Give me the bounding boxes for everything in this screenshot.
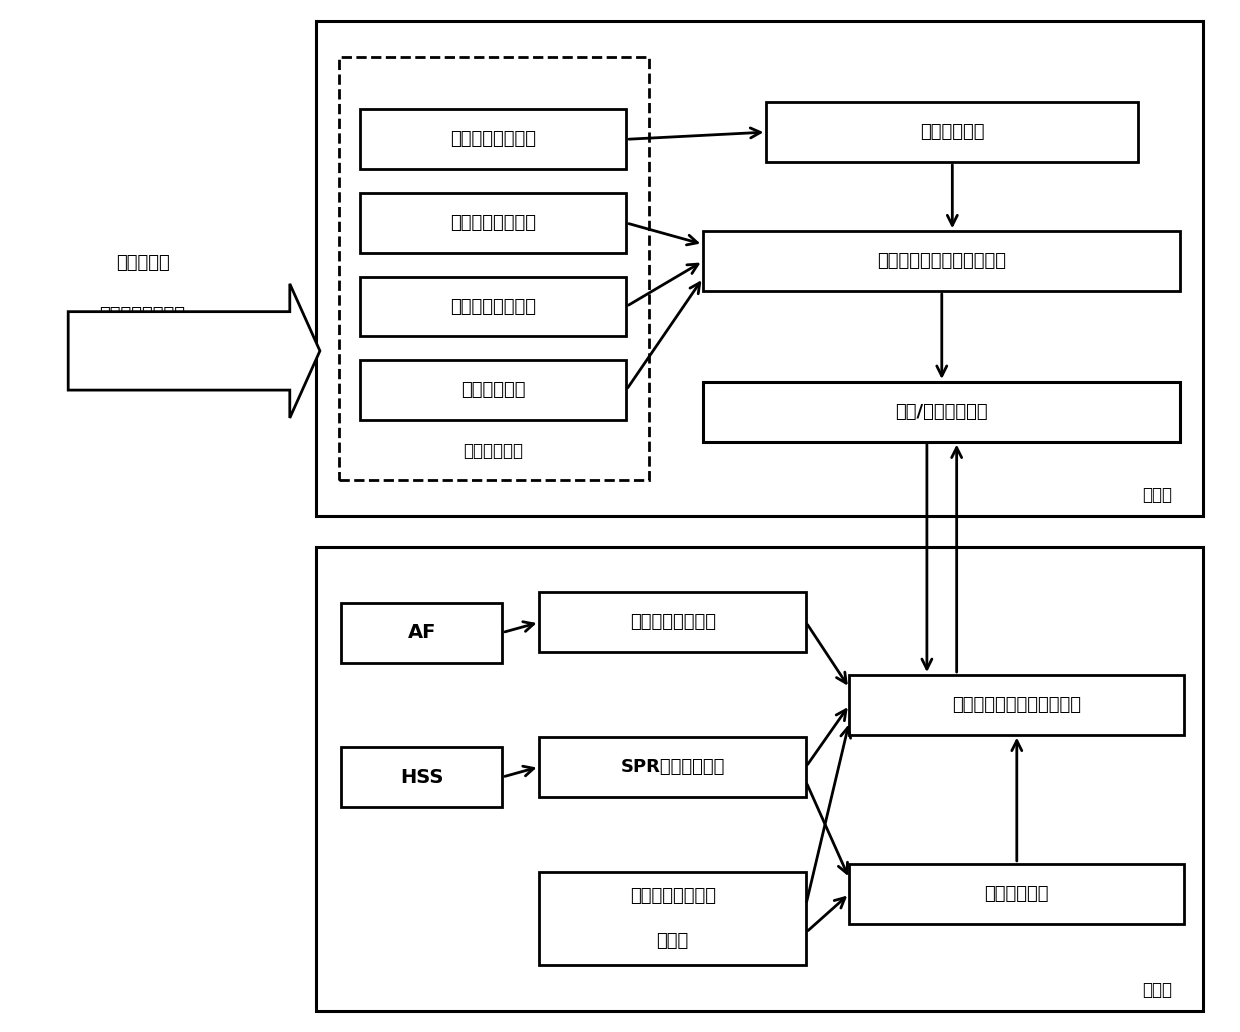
Bar	[539, 737, 806, 797]
Bar	[849, 864, 1184, 924]
Text: 业务类型分析模块: 业务类型分析模块	[450, 297, 536, 316]
Text: 业务详细参数模块: 业务详细参数模块	[630, 613, 715, 632]
Polygon shape	[68, 284, 320, 418]
Bar	[341, 603, 502, 663]
Bar	[360, 277, 626, 336]
Text: 网络选择判决模块（二级）: 网络选择判决模块（二级）	[952, 696, 1081, 714]
Bar	[539, 592, 806, 652]
Bar	[703, 231, 1180, 291]
Bar	[360, 109, 626, 169]
Text: 业务流到达: 业务流到达	[115, 254, 170, 272]
Text: 候选网络列表: 候选网络列表	[985, 884, 1049, 903]
Text: 终端卉: 终端卉	[1142, 486, 1172, 504]
Bar	[360, 360, 626, 420]
Bar	[316, 21, 1203, 516]
Text: 终端状态信息模块: 终端状态信息模块	[450, 214, 536, 232]
Text: 网络资源和状态管: 网络资源和状态管	[630, 886, 715, 905]
Bar	[339, 57, 649, 480]
Bar	[703, 382, 1180, 442]
Bar	[539, 872, 806, 965]
Text: HSS: HSS	[401, 768, 443, 786]
Text: 用户偏好模块: 用户偏好模块	[460, 381, 526, 399]
Bar	[316, 547, 1203, 1011]
Text: 接入/切换执行模块: 接入/切换执行模块	[895, 402, 988, 421]
Bar	[766, 102, 1138, 162]
Text: 候选网络列表: 候选网络列表	[920, 123, 985, 141]
Text: 理模块: 理模块	[656, 932, 689, 950]
Text: SPR用户信息模块: SPR用户信息模块	[620, 757, 725, 776]
Text: AF: AF	[408, 623, 435, 642]
Text: 无线接口管理模块: 无线接口管理模块	[450, 130, 536, 149]
Bar	[849, 675, 1184, 735]
Bar	[360, 193, 626, 253]
Text: 网络选择判决模块（一级）: 网络选择判决模块（一级）	[877, 252, 1007, 270]
Text: 触发接入选择判决: 触发接入选择判决	[99, 305, 186, 324]
Bar	[341, 747, 502, 807]
Text: 网络卉: 网络卉	[1142, 981, 1172, 999]
Text: 终端适配模块: 终端适配模块	[464, 442, 523, 460]
